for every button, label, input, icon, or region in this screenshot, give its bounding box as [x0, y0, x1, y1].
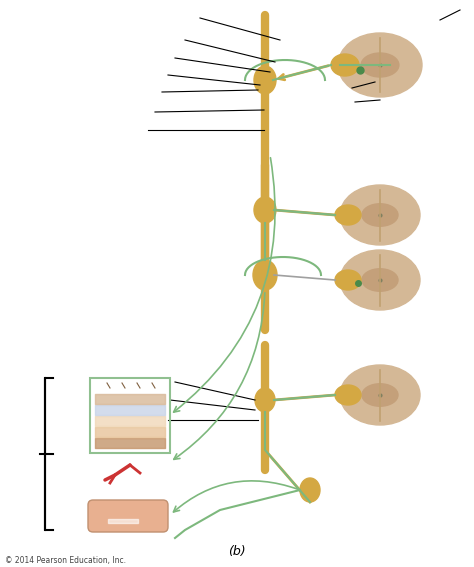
Ellipse shape	[338, 33, 422, 97]
Ellipse shape	[255, 388, 275, 412]
Ellipse shape	[362, 269, 398, 291]
Ellipse shape	[361, 53, 399, 77]
Ellipse shape	[331, 54, 359, 76]
Ellipse shape	[340, 185, 420, 245]
Ellipse shape	[335, 270, 361, 290]
Ellipse shape	[254, 66, 276, 94]
Ellipse shape	[340, 250, 420, 310]
Ellipse shape	[335, 385, 361, 405]
FancyBboxPatch shape	[88, 500, 168, 532]
Ellipse shape	[300, 478, 320, 502]
Text: © 2014 Pearson Education, Inc.: © 2014 Pearson Education, Inc.	[5, 556, 126, 565]
Ellipse shape	[253, 260, 277, 290]
Ellipse shape	[340, 365, 420, 425]
Ellipse shape	[362, 384, 398, 406]
Ellipse shape	[362, 204, 398, 226]
Ellipse shape	[254, 197, 276, 223]
Ellipse shape	[335, 205, 361, 225]
Text: (b): (b)	[228, 545, 246, 558]
